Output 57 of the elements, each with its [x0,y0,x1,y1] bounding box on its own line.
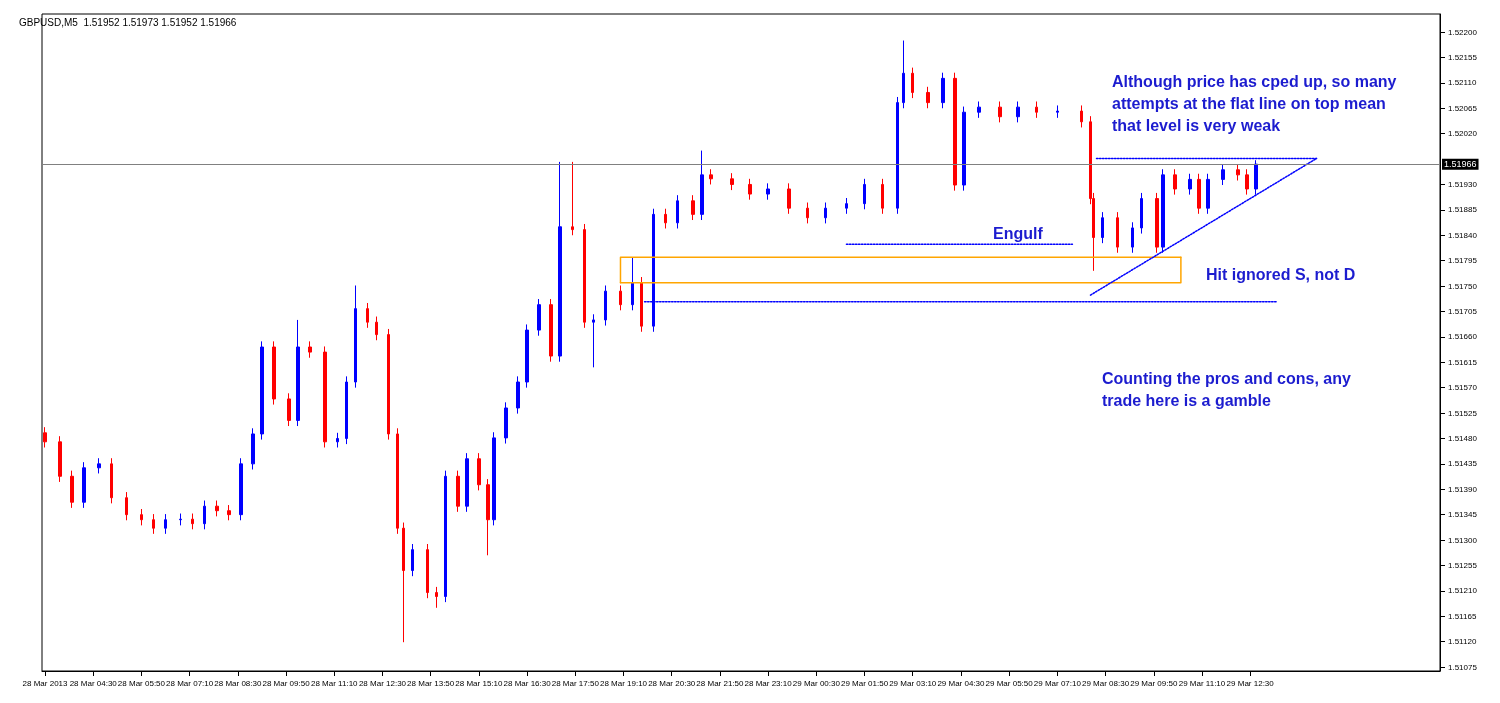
y-tick-label: 1.52065 [1448,103,1478,113]
annotation: Hit ignored S, not D [1206,265,1356,283]
y-tick-label: 1.51840 [1448,230,1478,240]
x-tick-label: 28 Mar 21:50 [696,678,745,688]
x-tick-label: 28 Mar 04:30 [69,678,118,688]
x-tick-label: 28 Mar 2013 [22,678,69,688]
y-tick-label: 1.51570 [1448,383,1478,393]
x-tick-label: 28 Mar 19:10 [599,678,648,688]
x-tick-label: 29 Mar 08:30 [1081,678,1130,688]
y-tick-label: 1.51930 [1448,179,1478,189]
x-tick-label: 28 Mar 05:50 [117,678,166,688]
annotation: Although price has cped up, so many attempts at the flat line on top mean that level is very weak [1112,72,1401,134]
y-tick-label: 1.51885 [1448,205,1478,215]
annotation: Engulf [993,224,1044,242]
x-tick-label: 28 Mar 09:50 [262,678,311,688]
y-tick-label: 1.51615 [1448,357,1478,367]
annotation: Counting the pros and cons, any trade here is a gamble [1102,369,1356,409]
y-tick-label: 1.52155 [1448,52,1478,62]
y-tick-label: 1.52200 [1448,27,1478,37]
y-tick-label: 1.51705 [1448,306,1478,316]
x-tick-label: 29 Mar 04:30 [937,678,986,688]
x-tick-label: 29 Mar 05:50 [985,678,1034,688]
x-tick-label: 28 Mar 13:50 [407,678,455,688]
ref-line-label: 1.51966 [1444,159,1477,170]
y-tick-label: 1.51300 [1448,535,1478,545]
y-tick-label: 1.51165 [1448,611,1477,621]
x-tick-label: 29 Mar 09:50 [1130,678,1178,688]
x-tick-label: 28 Mar 15:10 [455,678,503,688]
y-tick-label: 1.51210 [1448,586,1478,596]
x-tick-label: 28 Mar 07:10 [166,678,214,688]
x-tick-label: 28 Mar 11:10 [310,678,359,688]
x-tick-label: 28 Mar 08:30 [214,678,262,688]
y-tick-label: 1.52020 [1448,129,1478,139]
y-tick-label: 1.51120 [1448,637,1477,647]
y-tick-label: 1.51480 [1448,433,1478,443]
y-tick-label: 1.51255 [1448,560,1478,570]
y-tick-label: 1.51525 [1448,408,1478,418]
x-tick-label: 29 Mar 03:10 [889,678,937,688]
x-tick-label: 29 Mar 00:30 [792,678,841,688]
y-tick-label: 1.51750 [1448,281,1478,291]
y-tick-label: 1.51390 [1448,484,1478,494]
x-tick-label: 29 Mar 12:30 [1226,678,1275,688]
x-tick-label: 28 Mar 17:50 [551,678,600,688]
y-tick-label: 1.51435 [1448,459,1478,469]
x-tick-label: 28 Mar 23:10 [744,678,793,688]
x-tick-label: 29 Mar 01:50 [840,678,889,688]
x-tick-label: 29 Mar 11:10 [1178,678,1226,688]
y-tick-label: 1.51075 [1448,662,1478,672]
y-tick-label: 1.52110 [1448,78,1477,88]
chart-title: GBPUSD,M5 1.51952 1.51973 1.51952 1.51966 [19,16,237,28]
x-tick-label: 28 Mar 20:30 [648,678,696,688]
x-tick-label: 28 Mar 12:30 [358,678,407,688]
x-tick-label: 29 Mar 07:10 [1033,678,1082,688]
y-tick-label: 1.51660 [1448,332,1478,342]
y-tick-label: 1.51795 [1448,256,1478,266]
x-tick-label: 28 Mar 16:30 [503,678,552,688]
y-tick-label: 1.51345 [1448,510,1478,520]
